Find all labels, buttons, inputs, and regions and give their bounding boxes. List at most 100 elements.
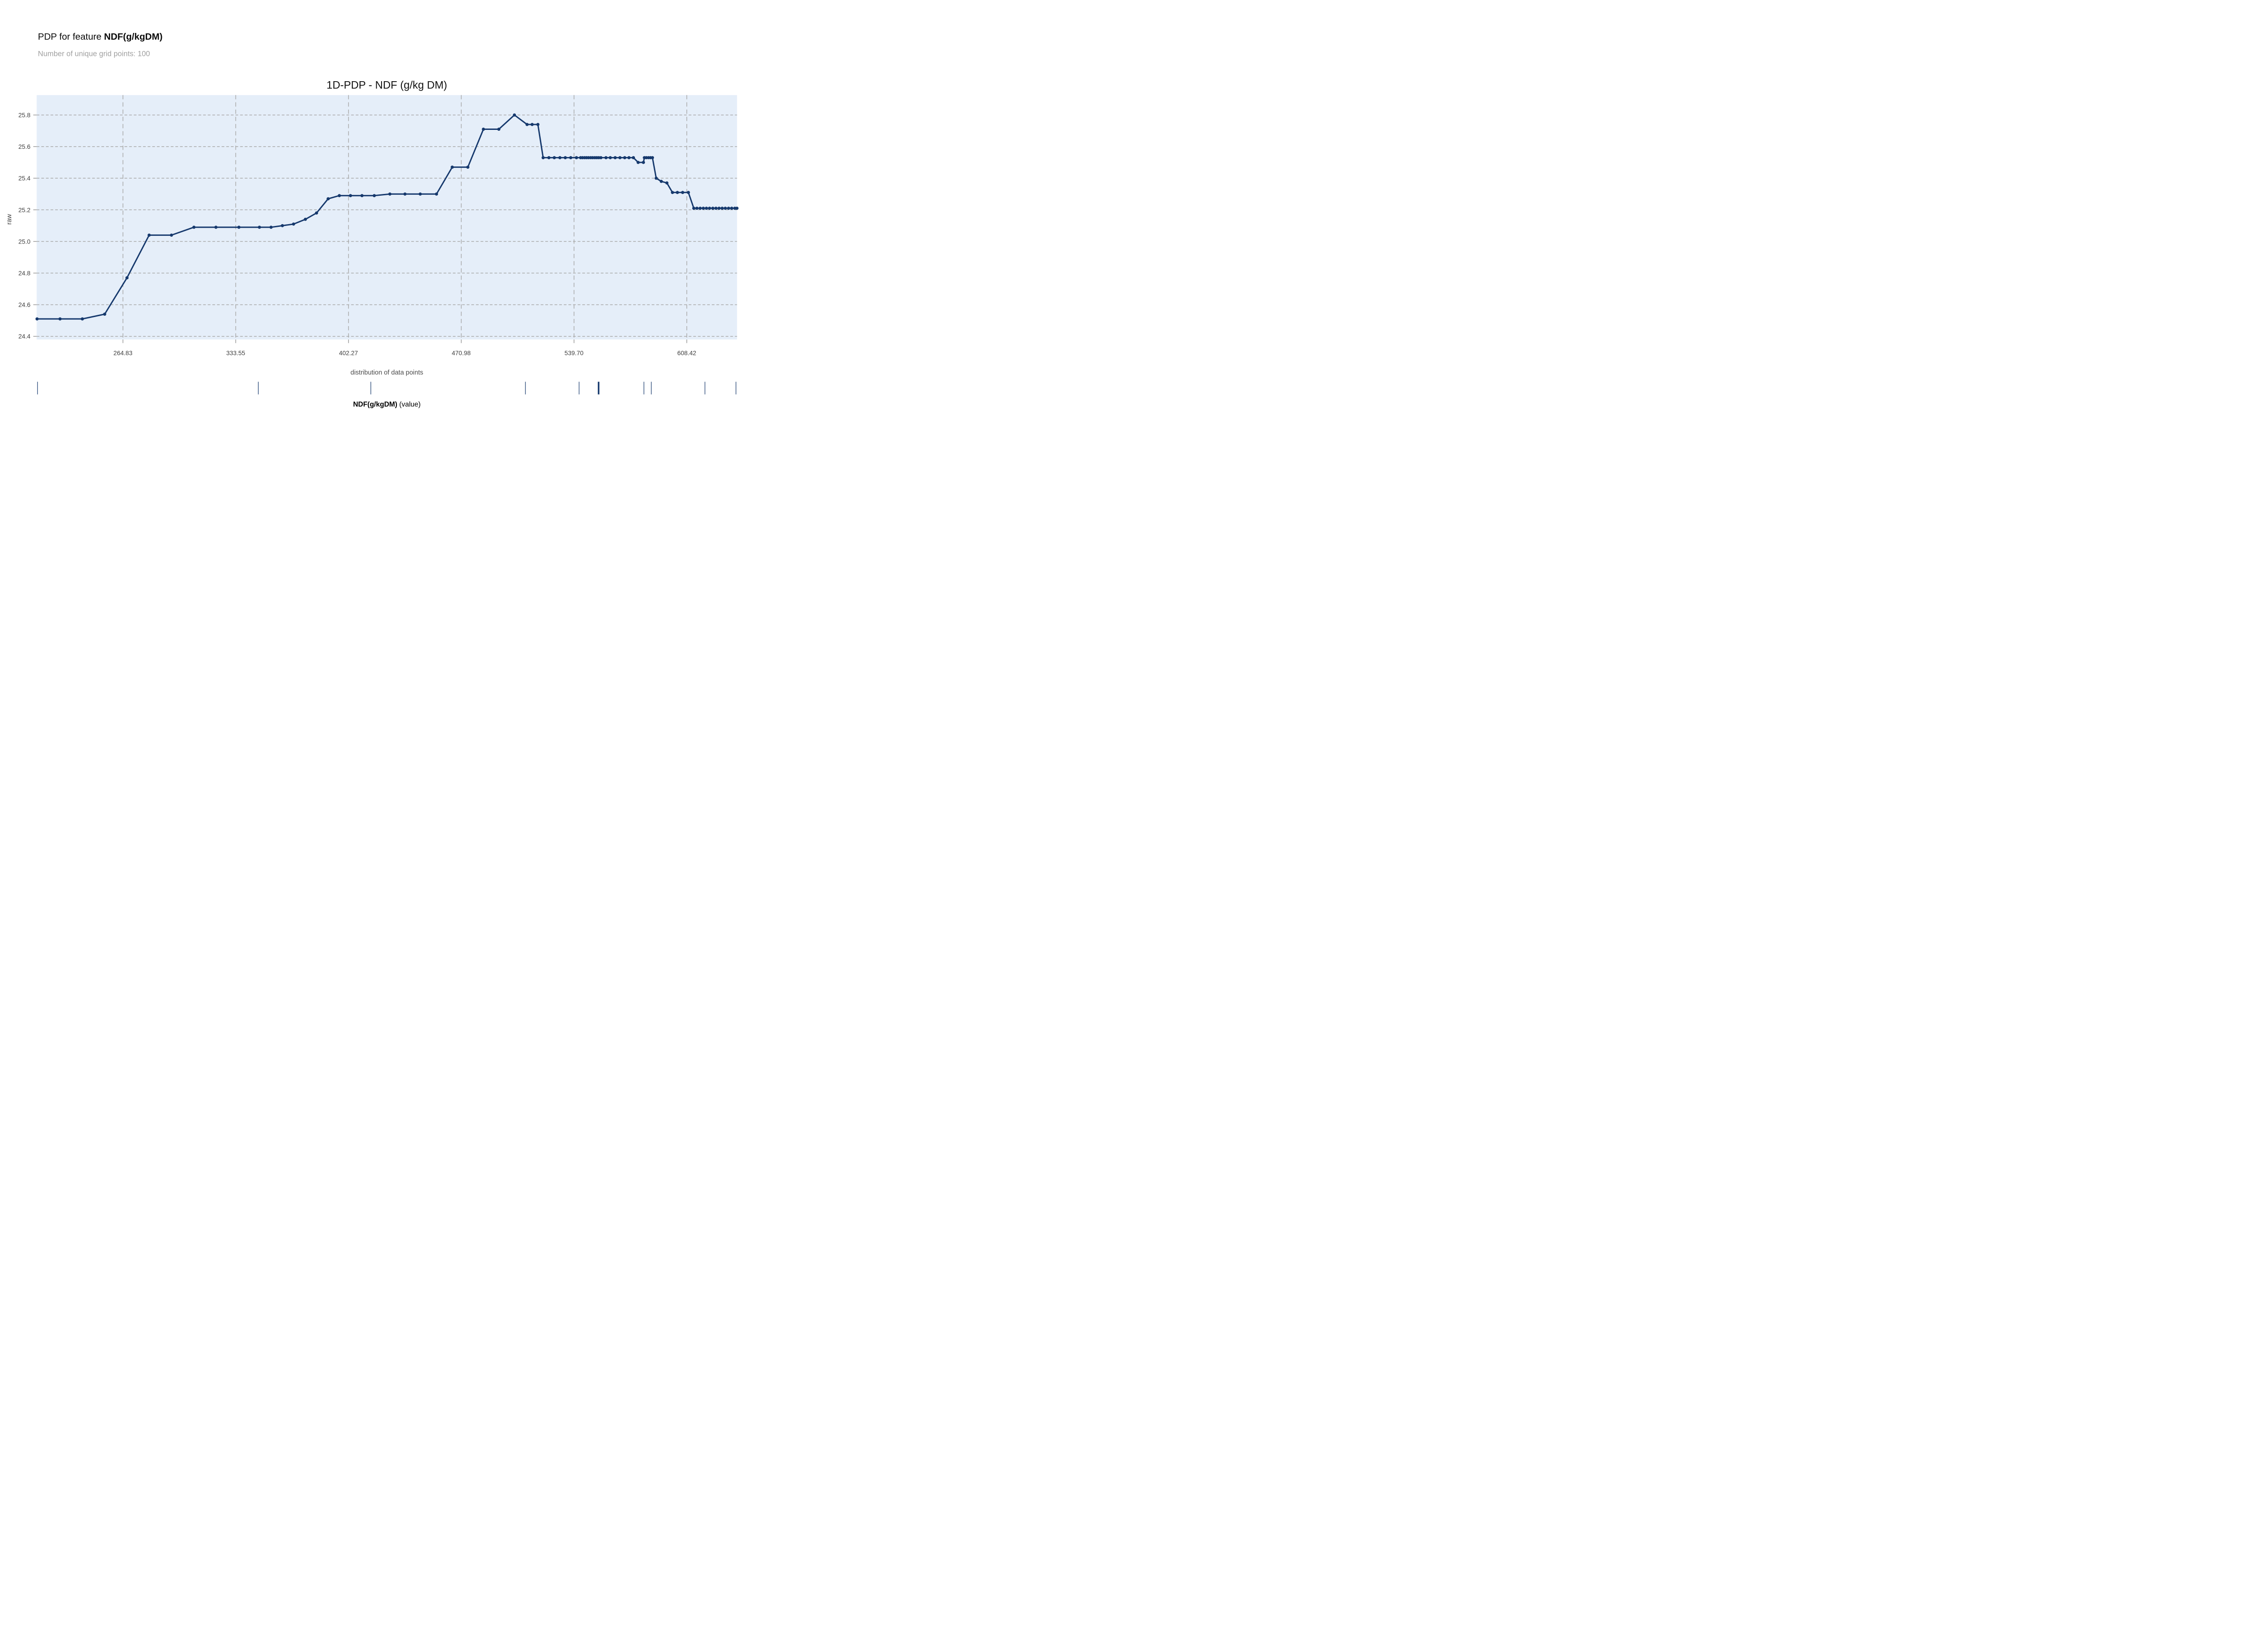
pdp-point <box>530 123 534 126</box>
pdp-point <box>269 225 273 229</box>
pdp-point <box>237 225 241 229</box>
pdp-point <box>665 181 669 185</box>
pdp-point <box>671 191 674 194</box>
pdp-markers <box>35 113 739 321</box>
pdp-point <box>337 194 341 198</box>
axis-ticks <box>33 115 687 343</box>
pdp-point <box>304 217 307 221</box>
pdp-point <box>708 207 711 210</box>
page-title-feature: NDF(g/kgDM) <box>104 32 163 42</box>
rug-title: distribution of data points <box>350 369 423 377</box>
x-tick-label: 333.55 <box>226 350 245 357</box>
pdp-point <box>315 211 318 215</box>
pdp-point <box>727 207 730 210</box>
pdp-point <box>81 317 84 321</box>
pdp-point <box>701 207 705 210</box>
pdp-point <box>575 156 578 160</box>
pdp-point <box>281 224 284 227</box>
x-tick-label: 264.83 <box>114 350 133 357</box>
chart-title: 1D-PDP - NDF (g/kg DM) <box>327 79 447 92</box>
pdp-point <box>604 156 608 160</box>
pdp-point <box>125 276 129 280</box>
pdp-point <box>388 192 391 196</box>
pdp-point <box>536 123 540 126</box>
pdp-point <box>642 161 645 164</box>
pdp-point <box>147 233 151 237</box>
x-axis-label: NDF(g/kgDM) (value) <box>353 400 421 408</box>
pdp-point <box>192 225 196 229</box>
y-tick-label: 24.8 <box>18 270 31 276</box>
pdp-point <box>513 113 516 117</box>
pdp-point <box>631 156 635 160</box>
pdp-point <box>714 207 718 210</box>
tick-labels: 24.4 24.6 24.8 25.0 25.2 25.4 25.6 25.8 264.83 33… <box>18 112 696 357</box>
pdp-point <box>699 207 702 210</box>
y-axis-label: raw <box>6 214 13 225</box>
pdp-point <box>654 176 658 180</box>
pdp-point <box>723 207 727 210</box>
pdp-point <box>451 166 454 169</box>
pdp-point <box>373 194 376 198</box>
pdp-point <box>103 313 106 316</box>
x-axis-label-suffix: (value) <box>399 400 420 408</box>
pdp-point <box>686 191 690 194</box>
pdp-point <box>636 161 640 164</box>
x-axis-label-feature: NDF(g/kgDM) <box>353 400 397 408</box>
pdp-point <box>730 207 733 210</box>
pdp-point <box>35 317 39 321</box>
pdp-chart-canvas: PDP for feature NDF(g/kgDM) Number of un… <box>6 32 739 408</box>
pdp-point <box>676 191 679 194</box>
y-tick-label: 25.8 <box>18 112 31 119</box>
pdp-point <box>349 194 352 198</box>
pdp-point <box>292 222 295 226</box>
page-title: PDP for feature NDF(g/kgDM) <box>38 32 162 42</box>
pdp-point <box>563 156 567 160</box>
pdp-point <box>720 207 724 210</box>
pdp-point <box>525 123 529 126</box>
pdp-point <box>435 192 438 196</box>
pdp-point <box>613 156 617 160</box>
pdp-point <box>547 156 551 160</box>
rug-plot <box>37 382 736 395</box>
pdp-point <box>466 166 469 169</box>
pdp-point <box>704 207 708 210</box>
pdp-point <box>552 156 556 160</box>
pdp-point <box>711 207 715 210</box>
pdp-point <box>419 192 422 196</box>
pdp-point <box>695 207 699 210</box>
page-subtitle: Number of unique grid points: 100 <box>38 50 150 58</box>
pdp-point <box>651 156 654 160</box>
pdp-point <box>608 156 612 160</box>
plot-area <box>37 95 737 340</box>
pdp-figure: PDP for feature NDF(g/kgDM) Number of un… <box>0 0 742 413</box>
pdp-point <box>692 207 695 210</box>
y-tick-label: 25.4 <box>18 175 31 182</box>
pdp-point <box>717 207 721 210</box>
x-tick-label: 539.70 <box>565 350 584 357</box>
x-tick-label: 470.98 <box>452 350 471 357</box>
page-title-prefix: PDP for feature <box>38 32 104 42</box>
y-tick-label: 25.2 <box>18 207 31 213</box>
y-tick-label: 24.4 <box>18 333 31 340</box>
pdp-point <box>214 225 218 229</box>
x-tick-label: 402.27 <box>339 350 358 357</box>
pdp-point <box>541 156 545 160</box>
pdp-point <box>170 233 173 237</box>
pdp-point <box>681 191 685 194</box>
pdp-point <box>569 156 572 160</box>
pdp-point <box>735 207 739 210</box>
pdp-point <box>58 317 62 321</box>
pdp-point <box>627 156 631 160</box>
pdp-point <box>599 156 603 160</box>
pdp-point <box>618 156 622 160</box>
pdp-point <box>360 194 364 198</box>
y-tick-label: 24.6 <box>18 302 31 308</box>
pdp-point <box>558 156 561 160</box>
pdp-point <box>659 179 663 183</box>
pdp-point <box>623 156 626 160</box>
pdp-point <box>482 128 485 131</box>
x-tick-label: 608.42 <box>677 350 696 357</box>
gridlines <box>37 95 737 340</box>
pdp-point <box>258 225 261 229</box>
pdp-point <box>403 192 407 196</box>
